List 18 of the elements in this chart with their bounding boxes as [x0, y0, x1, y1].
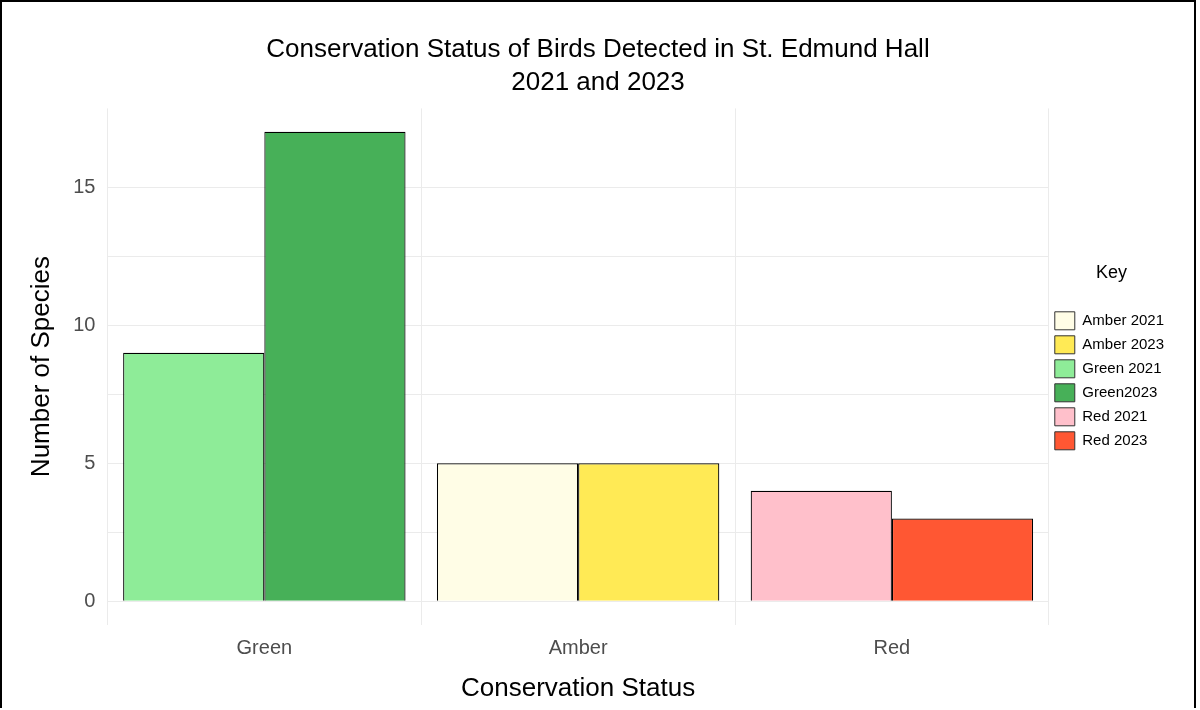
- legend-label: Red 2023: [1082, 430, 1148, 448]
- y-tick-label: 0: [84, 588, 96, 611]
- chart-title: Conservation Status of Birds Detected in St. Edmund Hall: [266, 32, 930, 63]
- x-tick-label: Green: [236, 636, 293, 659]
- x-tick-label: Amber: [548, 636, 608, 659]
- x-tick-label: Red: [873, 636, 911, 659]
- chart-subtitle: 2021 and 2023: [511, 65, 685, 96]
- legend-label: Red 2021: [1082, 406, 1148, 424]
- legend-label: Amber 2021: [1082, 310, 1164, 328]
- y-tick-label: 10: [73, 312, 96, 335]
- y-tick-label: 15: [73, 174, 96, 197]
- y-tick-label: 5: [84, 450, 96, 473]
- legend-label: Amber 2023: [1082, 334, 1164, 352]
- legend-label: Green 2021: [1082, 358, 1162, 376]
- x-axis-title: Conservation Status: [461, 671, 696, 702]
- legend-label: Green2023: [1082, 382, 1158, 400]
- y-axis-title: Number of Species: [24, 256, 55, 478]
- legend-title: Key: [1095, 262, 1127, 283]
